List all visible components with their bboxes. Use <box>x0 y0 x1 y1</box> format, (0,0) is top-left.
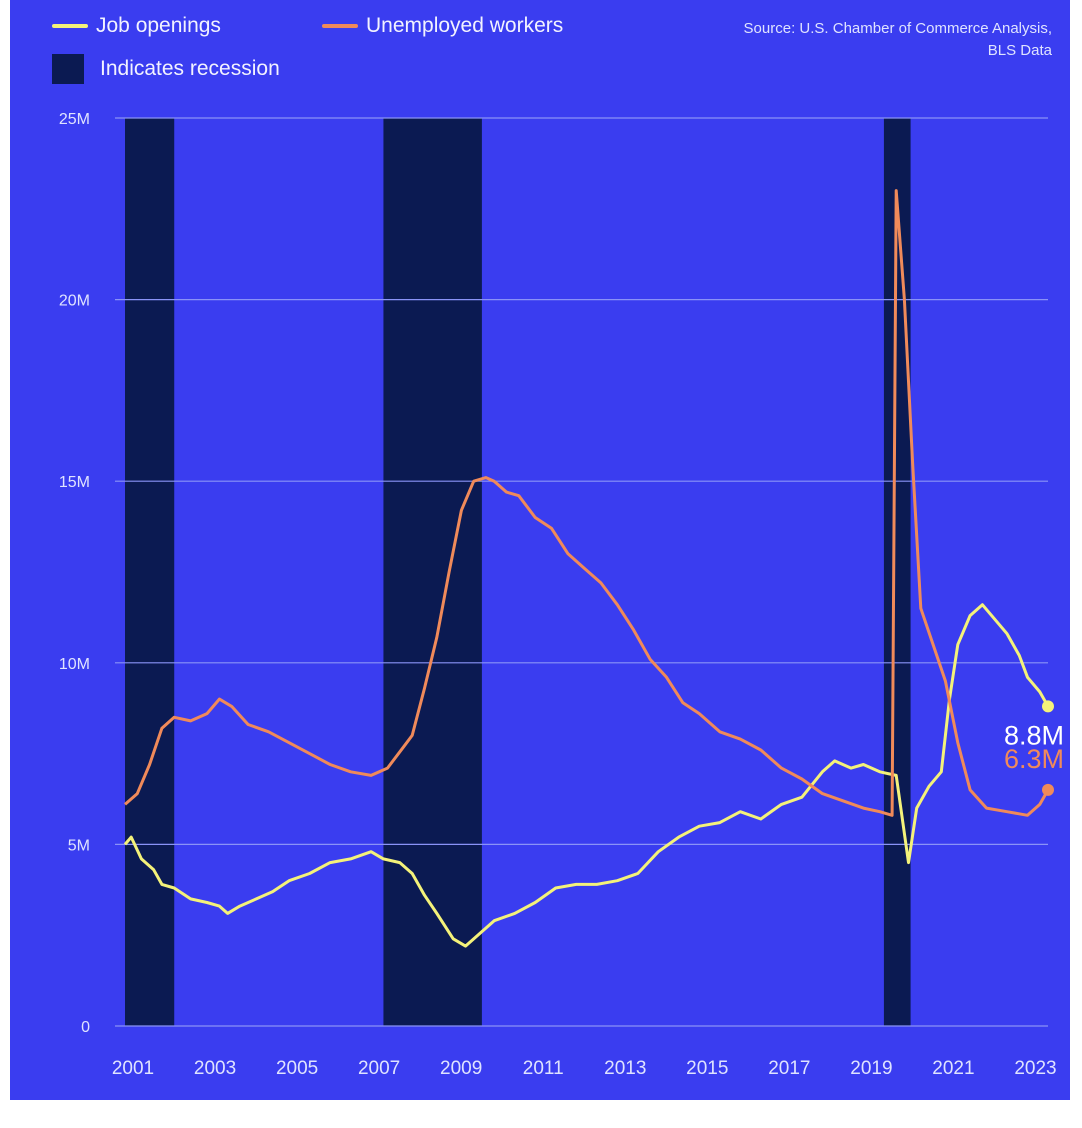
legend-job-openings: Job openings <box>52 14 221 38</box>
legend-recession: Indicates recession <box>52 54 280 84</box>
gridlines <box>115 117 1048 1027</box>
legend-unemployed: Unemployed workers <box>322 14 563 38</box>
x-tick-label: 2013 <box>604 1058 646 1079</box>
legend-unemployed-swatch <box>322 24 358 28</box>
chart-panel: Job openings Unemployed workers Indicate… <box>10 0 1070 1100</box>
x-tick-label: 2021 <box>932 1058 974 1079</box>
x-tick-label: 2019 <box>850 1058 892 1079</box>
series-end-label-0: 8.8M <box>1004 720 1064 750</box>
recession-bands <box>125 118 911 1026</box>
source-line-2: BLS Data <box>987 42 1052 59</box>
series-line-0 <box>123 603 1050 948</box>
x-tick-label: 2017 <box>768 1058 810 1079</box>
x-tick-label: 2007 <box>358 1058 400 1079</box>
y-axis-ticks: 0 5M 10M 15M 20M 25M <box>59 111 90 1036</box>
x-tick-label: 2023 <box>1014 1058 1056 1079</box>
y-tick-label: 0 <box>81 1019 90 1036</box>
x-tick-label: 2005 <box>276 1058 318 1079</box>
line-chart: 0 5M 10M 15M 20M 25M 2001 2003 2005 2007 2009 2011… <box>59 111 1064 1079</box>
legend-recession-label: Indicates recession <box>100 57 280 80</box>
series-end-label-1: 6.3M <box>1004 744 1064 774</box>
series-line-1 <box>124 189 1050 817</box>
series-end-point-0 <box>1042 700 1054 713</box>
legend-unemployed-label: Unemployed workers <box>366 14 564 37</box>
source-line-1: Source: U.S. Chamber of Commerce Analysi… <box>743 20 1052 37</box>
series-end-point-1 <box>1042 783 1054 796</box>
y-tick-label: 15M <box>59 474 90 491</box>
source-note: Source: U.S. Chamber of Commerce Analysi… <box>744 18 1052 62</box>
legend-job-openings-swatch <box>52 24 88 28</box>
legend-job-openings-label: Job openings <box>96 14 221 37</box>
x-tick-label: 2003 <box>194 1058 236 1079</box>
legend-recession-swatch <box>52 54 84 84</box>
y-tick-label: 20M <box>59 293 90 310</box>
x-tick-label: 2015 <box>686 1058 728 1079</box>
series-lines: 8.8M6.3M <box>123 189 1064 948</box>
recession-band-2 <box>883 118 911 1026</box>
recession-band-1 <box>383 118 482 1026</box>
y-tick-label: 10M <box>59 656 90 673</box>
y-tick-label: 25M <box>59 111 90 128</box>
x-axis-ticks: 2001 2003 2005 2007 2009 2011 2013 2015 2017 2019… <box>112 1058 1057 1079</box>
x-tick-label: 2009 <box>440 1058 482 1079</box>
x-tick-label: 2011 <box>523 1058 564 1079</box>
x-tick-label: 2001 <box>112 1058 154 1079</box>
recession-band-0 <box>125 118 175 1026</box>
y-tick-label: 5M <box>68 837 90 854</box>
